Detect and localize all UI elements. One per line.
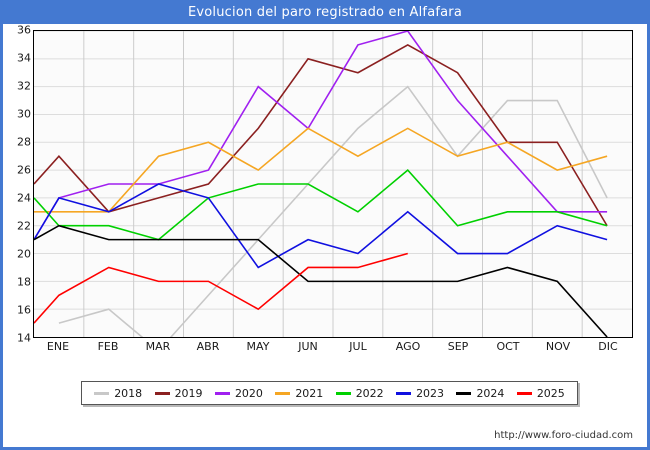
legend-swatch-icon: [275, 391, 291, 395]
legend-item-2018[interactable]: 2018: [94, 387, 142, 400]
series-2018: [58, 85, 608, 337]
y-axis-tick-label: 16: [17, 303, 31, 317]
legend-swatch-icon: [94, 391, 110, 395]
legend-swatch-icon: [214, 391, 230, 395]
x-axis-tick-label: NOV: [545, 340, 571, 353]
y-axis-tick-label: 34: [17, 51, 31, 65]
legend-swatch-icon: [456, 391, 472, 395]
chart-legend: 2018 2019 2020 2021 2022 2023 2024 2025: [81, 381, 578, 405]
x-axis: ENE FEB MAR ABR MAY JUN JUL AGO SEP OCT NOV DIC: [33, 340, 633, 358]
y-axis-tick-label: 36: [17, 23, 31, 37]
y-axis-tick-label: 26: [17, 163, 31, 177]
legend-swatch-icon: [154, 391, 170, 395]
legend-item-label: 2022: [355, 386, 384, 400]
series-lines: [34, 31, 608, 337]
y-axis-tick-label: 14: [17, 331, 31, 345]
legend-item-2023[interactable]: 2023: [396, 387, 444, 400]
chart-plot-area: [33, 30, 633, 338]
legend-item-label: 2019: [174, 386, 203, 400]
y-axis-tick-label: 24: [17, 191, 31, 205]
legend-item-label: 2018: [114, 386, 143, 400]
legend-item-2022[interactable]: 2022: [335, 386, 384, 400]
series-2024: [34, 224, 608, 337]
x-axis-tick-label: FEB: [97, 340, 119, 353]
x-axis-tick-label: AGO: [395, 340, 421, 353]
legend-item-label: 2025: [536, 386, 565, 400]
legend-item-label: 2020: [234, 386, 263, 400]
x-axis-tick-label: JUN: [298, 340, 318, 353]
x-axis-tick-label: DIC: [598, 340, 618, 353]
legend-item-2024[interactable]: 2024: [456, 387, 504, 400]
y-axis-tick-label: 28: [17, 135, 31, 149]
x-axis-tick-label: ABR: [196, 340, 220, 353]
series-2022: [34, 168, 608, 241]
legend-item-2021[interactable]: 2021: [275, 387, 323, 400]
legend-swatch-icon: [335, 391, 351, 395]
legend-item-2020[interactable]: 2020: [214, 386, 263, 400]
legend-swatch-icon: [516, 391, 532, 395]
legend-item-label: 2021: [295, 386, 324, 400]
y-axis: 14 16 18 20 22 24 26 28 30 32 34 36: [3, 24, 31, 345]
legend-swatch-icon: [396, 391, 412, 395]
legend-item-label: 2024: [476, 386, 505, 400]
y-axis-tick-label: 18: [17, 275, 31, 289]
y-axis-tick-label: 32: [17, 79, 31, 93]
x-axis-tick-label: OCT: [496, 340, 520, 353]
page-title: Evolucion del paro registrado en Alfafar…: [187, 4, 463, 20]
source-url: http://www.foro-ciudad.com: [494, 430, 633, 441]
x-axis-tick-label: MAR: [145, 340, 171, 353]
series-2023: [34, 183, 608, 269]
y-axis-tick-label: 30: [17, 107, 31, 121]
legend-item-2025[interactable]: 2025: [516, 386, 565, 400]
window-title-bar: Evolucion del paro registrado en Alfafar…: [0, 0, 650, 24]
x-axis-tick-label: ENE: [46, 340, 70, 353]
y-axis-tick-label: 20: [17, 247, 31, 261]
x-axis-tick-label: SEP: [447, 340, 469, 353]
legend-item-2019[interactable]: 2019: [154, 386, 203, 400]
legend-item-label: 2023: [416, 386, 445, 400]
series-2025: [34, 252, 408, 324]
x-axis-tick-label: MAY: [246, 340, 270, 353]
plot-frame: [33, 30, 633, 338]
x-axis-tick-label: JUL: [349, 340, 367, 353]
y-axis-tick-label: 22: [17, 219, 31, 233]
